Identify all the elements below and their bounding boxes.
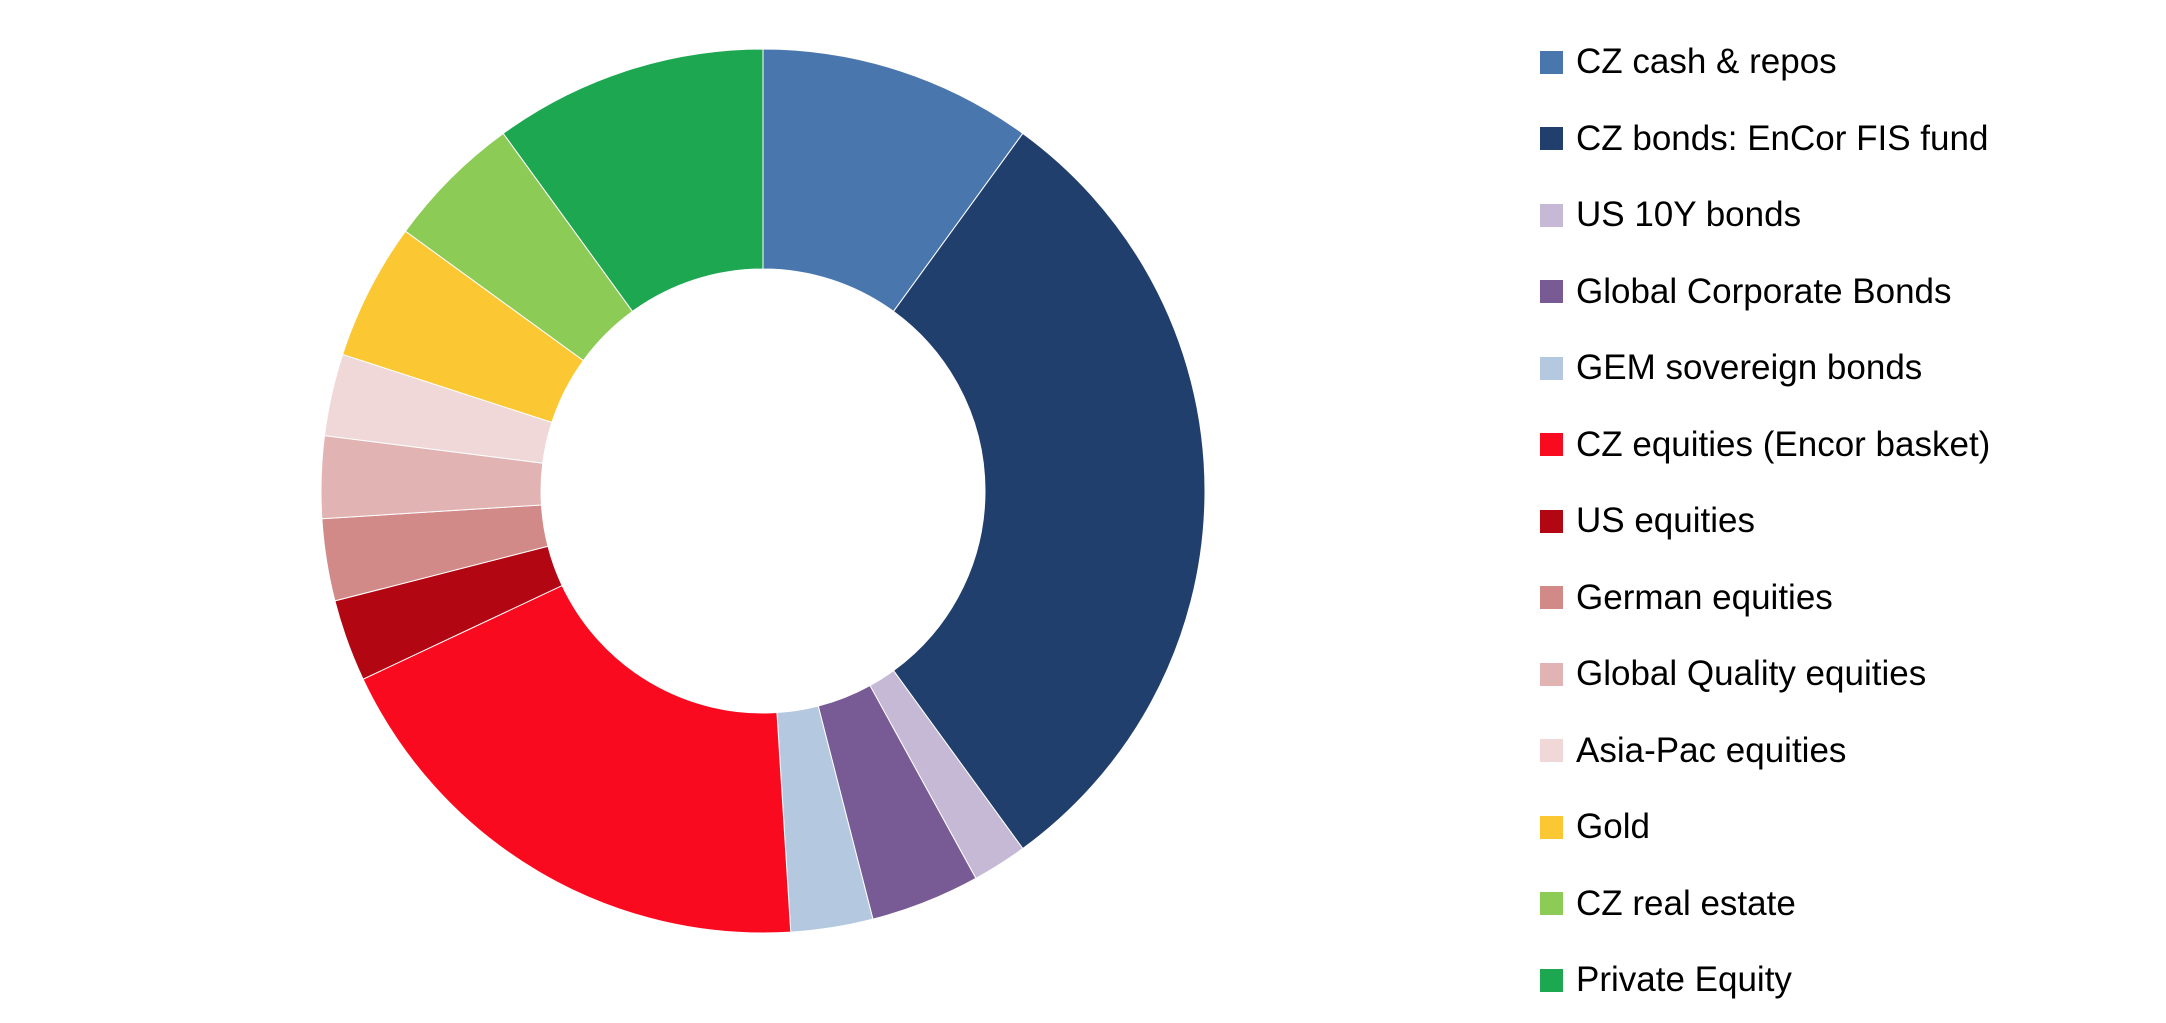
legend-swatch	[1540, 203, 1563, 227]
legend-swatch	[1540, 50, 1563, 74]
legend-label: US equities	[1576, 501, 1755, 541]
legend-item: Global Quality equities	[1540, 636, 2140, 713]
legend-label: Gold	[1576, 807, 1650, 847]
legend-label: Asia-Pac equities	[1576, 730, 1847, 770]
legend-item: Asia-Pac equities	[1540, 713, 2140, 790]
legend-swatch	[1540, 739, 1563, 763]
chart-legend: CZ cash & repos CZ bonds: EnCor FIS fund U…	[1540, 24, 2140, 1019]
legend-label: US 10Y bonds	[1576, 195, 1802, 235]
legend-label: CZ real estate	[1576, 883, 1796, 923]
legend-label: Private Equity	[1576, 960, 1792, 1000]
legend-swatch	[1540, 509, 1563, 533]
legend-label: German equities	[1576, 577, 1833, 617]
legend-swatch	[1540, 815, 1563, 839]
legend-swatch	[1540, 127, 1563, 151]
donut-slice-1	[892, 132, 1206, 850]
legend-swatch	[1540, 662, 1563, 686]
legend-swatch	[1540, 356, 1563, 380]
legend-label: CZ equities (Encor basket)	[1576, 424, 1991, 464]
legend-label: Global Quality equities	[1576, 654, 1927, 694]
legend-item: Global Corporate Bonds	[1540, 254, 2140, 331]
legend-label: CZ bonds: EnCor FIS fund	[1576, 118, 1989, 158]
legend-swatch	[1540, 968, 1563, 992]
legend-swatch	[1540, 280, 1563, 304]
donut-slice-5	[362, 584, 792, 934]
legend-item: CZ equities (Encor basket)	[1540, 407, 2140, 484]
legend-label: GEM sovereign bonds	[1576, 348, 1923, 388]
legend-item: CZ real estate	[1540, 866, 2140, 943]
legend-item: Gold	[1540, 789, 2140, 866]
legend-item: CZ bonds: EnCor FIS fund	[1540, 101, 2140, 178]
legend-item: US 10Y bonds	[1540, 177, 2140, 254]
legend-item: GEM sovereign bonds	[1540, 330, 2140, 407]
legend-item: US equities	[1540, 483, 2140, 560]
legend-item: Private Equity	[1540, 942, 2140, 1019]
legend-label: Global Corporate Bonds	[1576, 271, 1952, 311]
legend-label: CZ cash & repos	[1576, 42, 1837, 82]
donut-slice-12	[502, 48, 764, 313]
legend-swatch	[1540, 892, 1563, 916]
legend-item: CZ cash & repos	[1540, 24, 2140, 101]
legend-swatch	[1540, 433, 1563, 457]
legend-item: German equities	[1540, 560, 2140, 637]
donut-chart-svg	[320, 48, 1206, 934]
donut-chart	[320, 48, 1206, 934]
legend-swatch	[1540, 586, 1563, 610]
